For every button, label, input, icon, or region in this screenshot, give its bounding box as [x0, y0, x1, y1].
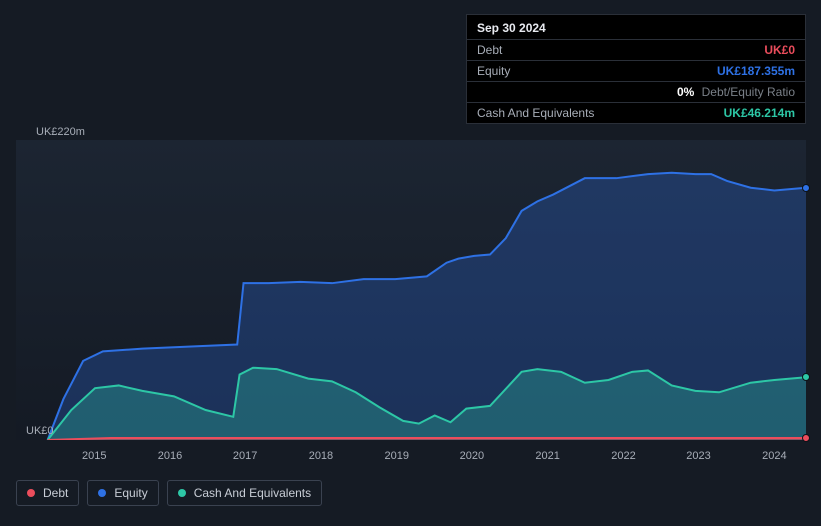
x-axis-tick: 2024 — [762, 450, 786, 462]
legend-item-equity[interactable]: Equity — [87, 480, 158, 506]
x-axis-tick: 2020 — [460, 450, 484, 462]
legend-item-cash-and-equivalents[interactable]: Cash And Equivalents — [167, 480, 322, 506]
tooltip-row-value: UK£187.355m — [717, 64, 795, 78]
y-axis-bottom-label: UK£0 — [26, 425, 54, 437]
tooltip-row: 0% Debt/Equity Ratio — [467, 81, 805, 102]
tooltip-row-label: Cash And Equivalents — [477, 106, 594, 120]
tooltip-date: Sep 30 2024 — [467, 15, 805, 39]
tooltip-row-value: UK£46.214m — [724, 106, 795, 120]
tooltip-row: Equity UK£187.355m — [467, 60, 805, 81]
chart-tooltip: Sep 30 2024 Debt UK£0 Equity UK£187.355m 0% … — [466, 14, 806, 124]
tooltip-row: Cash And Equivalents UK£46.214m — [467, 102, 805, 123]
legend-item-debt[interactable]: Debt — [16, 480, 79, 506]
tooltip-row-value: UK£0 — [764, 43, 795, 57]
legend-dot-icon — [27, 489, 35, 497]
x-axis-tick: 2018 — [309, 450, 333, 462]
end-marker-debt — [802, 434, 810, 442]
x-axis-tick: 2017 — [233, 450, 257, 462]
legend-dot-icon — [178, 489, 186, 497]
y-axis-top-label: UK£220m — [36, 126, 85, 138]
chart-legend: Debt Equity Cash And Equivalents — [16, 480, 322, 506]
x-axis-tick: 2021 — [535, 450, 559, 462]
end-marker-equity — [802, 184, 810, 192]
tooltip-row-label: Equity — [477, 64, 510, 78]
legend-dot-icon — [98, 489, 106, 497]
tooltip-row-label: Debt — [477, 43, 502, 57]
x-axis-tick: 2015 — [82, 450, 106, 462]
tooltip-row: Debt UK£0 — [467, 39, 805, 60]
chart-plot — [16, 140, 806, 440]
x-axis-tick: 2022 — [611, 450, 635, 462]
legend-label: Debt — [43, 486, 68, 500]
x-axis-tick: 2019 — [385, 450, 409, 462]
legend-label: Cash And Equivalents — [194, 486, 311, 500]
x-axis-tick: 2023 — [686, 450, 710, 462]
legend-label: Equity — [114, 486, 147, 500]
end-marker-cash-and-equivalents — [802, 373, 810, 381]
x-axis-tick: 2016 — [158, 450, 182, 462]
tooltip-row-value: 0% Debt/Equity Ratio — [677, 85, 795, 99]
